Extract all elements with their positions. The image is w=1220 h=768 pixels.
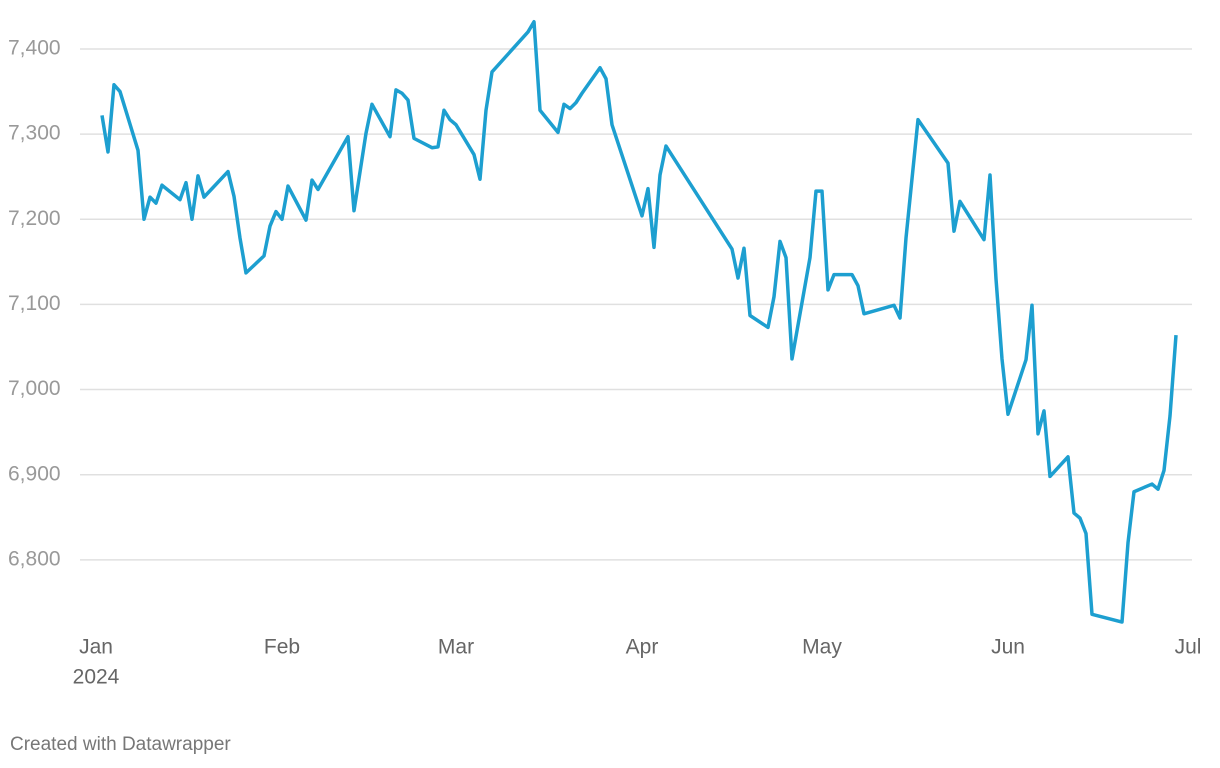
y-tick-label: 7,300 (8, 122, 61, 145)
y-tick-label: 7,200 (8, 207, 61, 230)
x-tick-year: 2024 (73, 666, 120, 689)
series-line (100, 19, 1178, 624)
y-tick-label: 7,000 (8, 377, 61, 400)
footer: Created with Datawrapper (10, 734, 231, 755)
x-tick-label: Apr (626, 636, 659, 659)
x-tick-label: Feb (264, 636, 300, 659)
y-tick-label: 7,400 (8, 37, 61, 60)
x-tick-label: Jun (991, 636, 1025, 659)
x-tick-label: Mar (438, 636, 474, 659)
y-tick-label: 6,900 (8, 462, 61, 485)
x-tick-label: May (802, 636, 842, 659)
y-tick-label: 6,800 (8, 547, 61, 570)
x-tick-label: Jan (79, 636, 113, 659)
y-tick-label: 7,100 (8, 292, 61, 315)
x-tick-label: Jul (1175, 636, 1202, 659)
